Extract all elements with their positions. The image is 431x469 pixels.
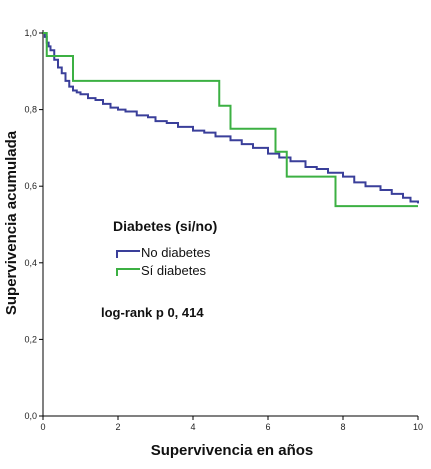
- x-tick-label: 0: [40, 422, 45, 432]
- x-tick-label: 2: [115, 422, 120, 432]
- x-axis-title: Supervivencia en años: [151, 442, 314, 459]
- legend-label-si-diabetes: Sí diabetes: [141, 263, 207, 278]
- x-tick-label: 6: [265, 422, 270, 432]
- y-tick-label: 0,0: [24, 411, 37, 421]
- legend: Diabetes (si/no) No diabetes Sí diabetes: [113, 218, 217, 278]
- legend-item-si-diabetes: Sí diabetes: [116, 263, 207, 278]
- y-axis-title: Supervivencia acumulada: [3, 130, 20, 315]
- x-tick-label: 10: [413, 422, 423, 432]
- series-line-si-diabetes: [43, 32, 418, 208]
- legend-swatch-si-diabetes: [116, 268, 140, 276]
- legend-swatch-no-diabetes: [116, 250, 140, 258]
- legend-item-no-diabetes: No diabetes: [116, 245, 211, 260]
- legend-title: Diabetes (si/no): [113, 218, 217, 234]
- x-tick-label: 4: [190, 422, 195, 432]
- y-tick-label: 0,8: [24, 105, 37, 115]
- y-tick-label: 0,4: [24, 258, 37, 268]
- plot-area: [42, 30, 418, 417]
- series-line-no-diabetes: [43, 32, 419, 204]
- series-group: [43, 32, 419, 208]
- x-ticks: 0 2 4 6 8 10: [40, 416, 423, 432]
- x-tick-label: 8: [340, 422, 345, 432]
- y-tick-label: 0,6: [24, 181, 37, 191]
- legend-label-no-diabetes: No diabetes: [141, 245, 211, 260]
- y-tick-label: 1,0: [24, 28, 37, 38]
- y-ticks: 0,0 0,2 0,4 0,6 0,8 1,0: [24, 28, 43, 421]
- y-tick-label: 0,2: [24, 334, 37, 344]
- log-rank-annotation: log-rank p 0, 414: [101, 305, 204, 320]
